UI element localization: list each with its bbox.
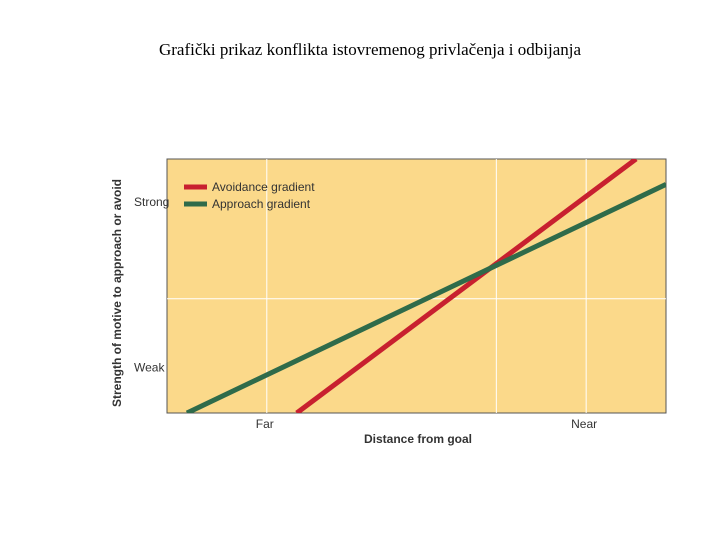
x-axis-title: Distance from goal <box>364 432 472 446</box>
x-tick-label-0: Far <box>256 417 274 431</box>
y-tick-label-1: Strong <box>134 195 169 209</box>
series-lines <box>185 159 666 413</box>
y-tick-label-0: Weak <box>134 360 165 374</box>
series-line-approach <box>185 182 666 413</box>
y-axis-title: Strength of motive to approach or avoid <box>110 179 124 407</box>
y-tick-labels: Weak Strong <box>134 195 169 374</box>
legend: Avoidance gradient Approach gradient <box>184 180 315 211</box>
series-line-avoidance <box>295 159 638 413</box>
legend-label-0: Avoidance gradient <box>212 180 315 194</box>
grid-lines <box>167 159 666 413</box>
legend-label-1: Approach gradient <box>212 197 311 211</box>
x-tick-label-1: Near <box>571 417 597 431</box>
slide-title: Grafički prikaz konflikta istovremenog p… <box>158 40 582 59</box>
x-tick-labels: Far Near <box>256 417 597 431</box>
